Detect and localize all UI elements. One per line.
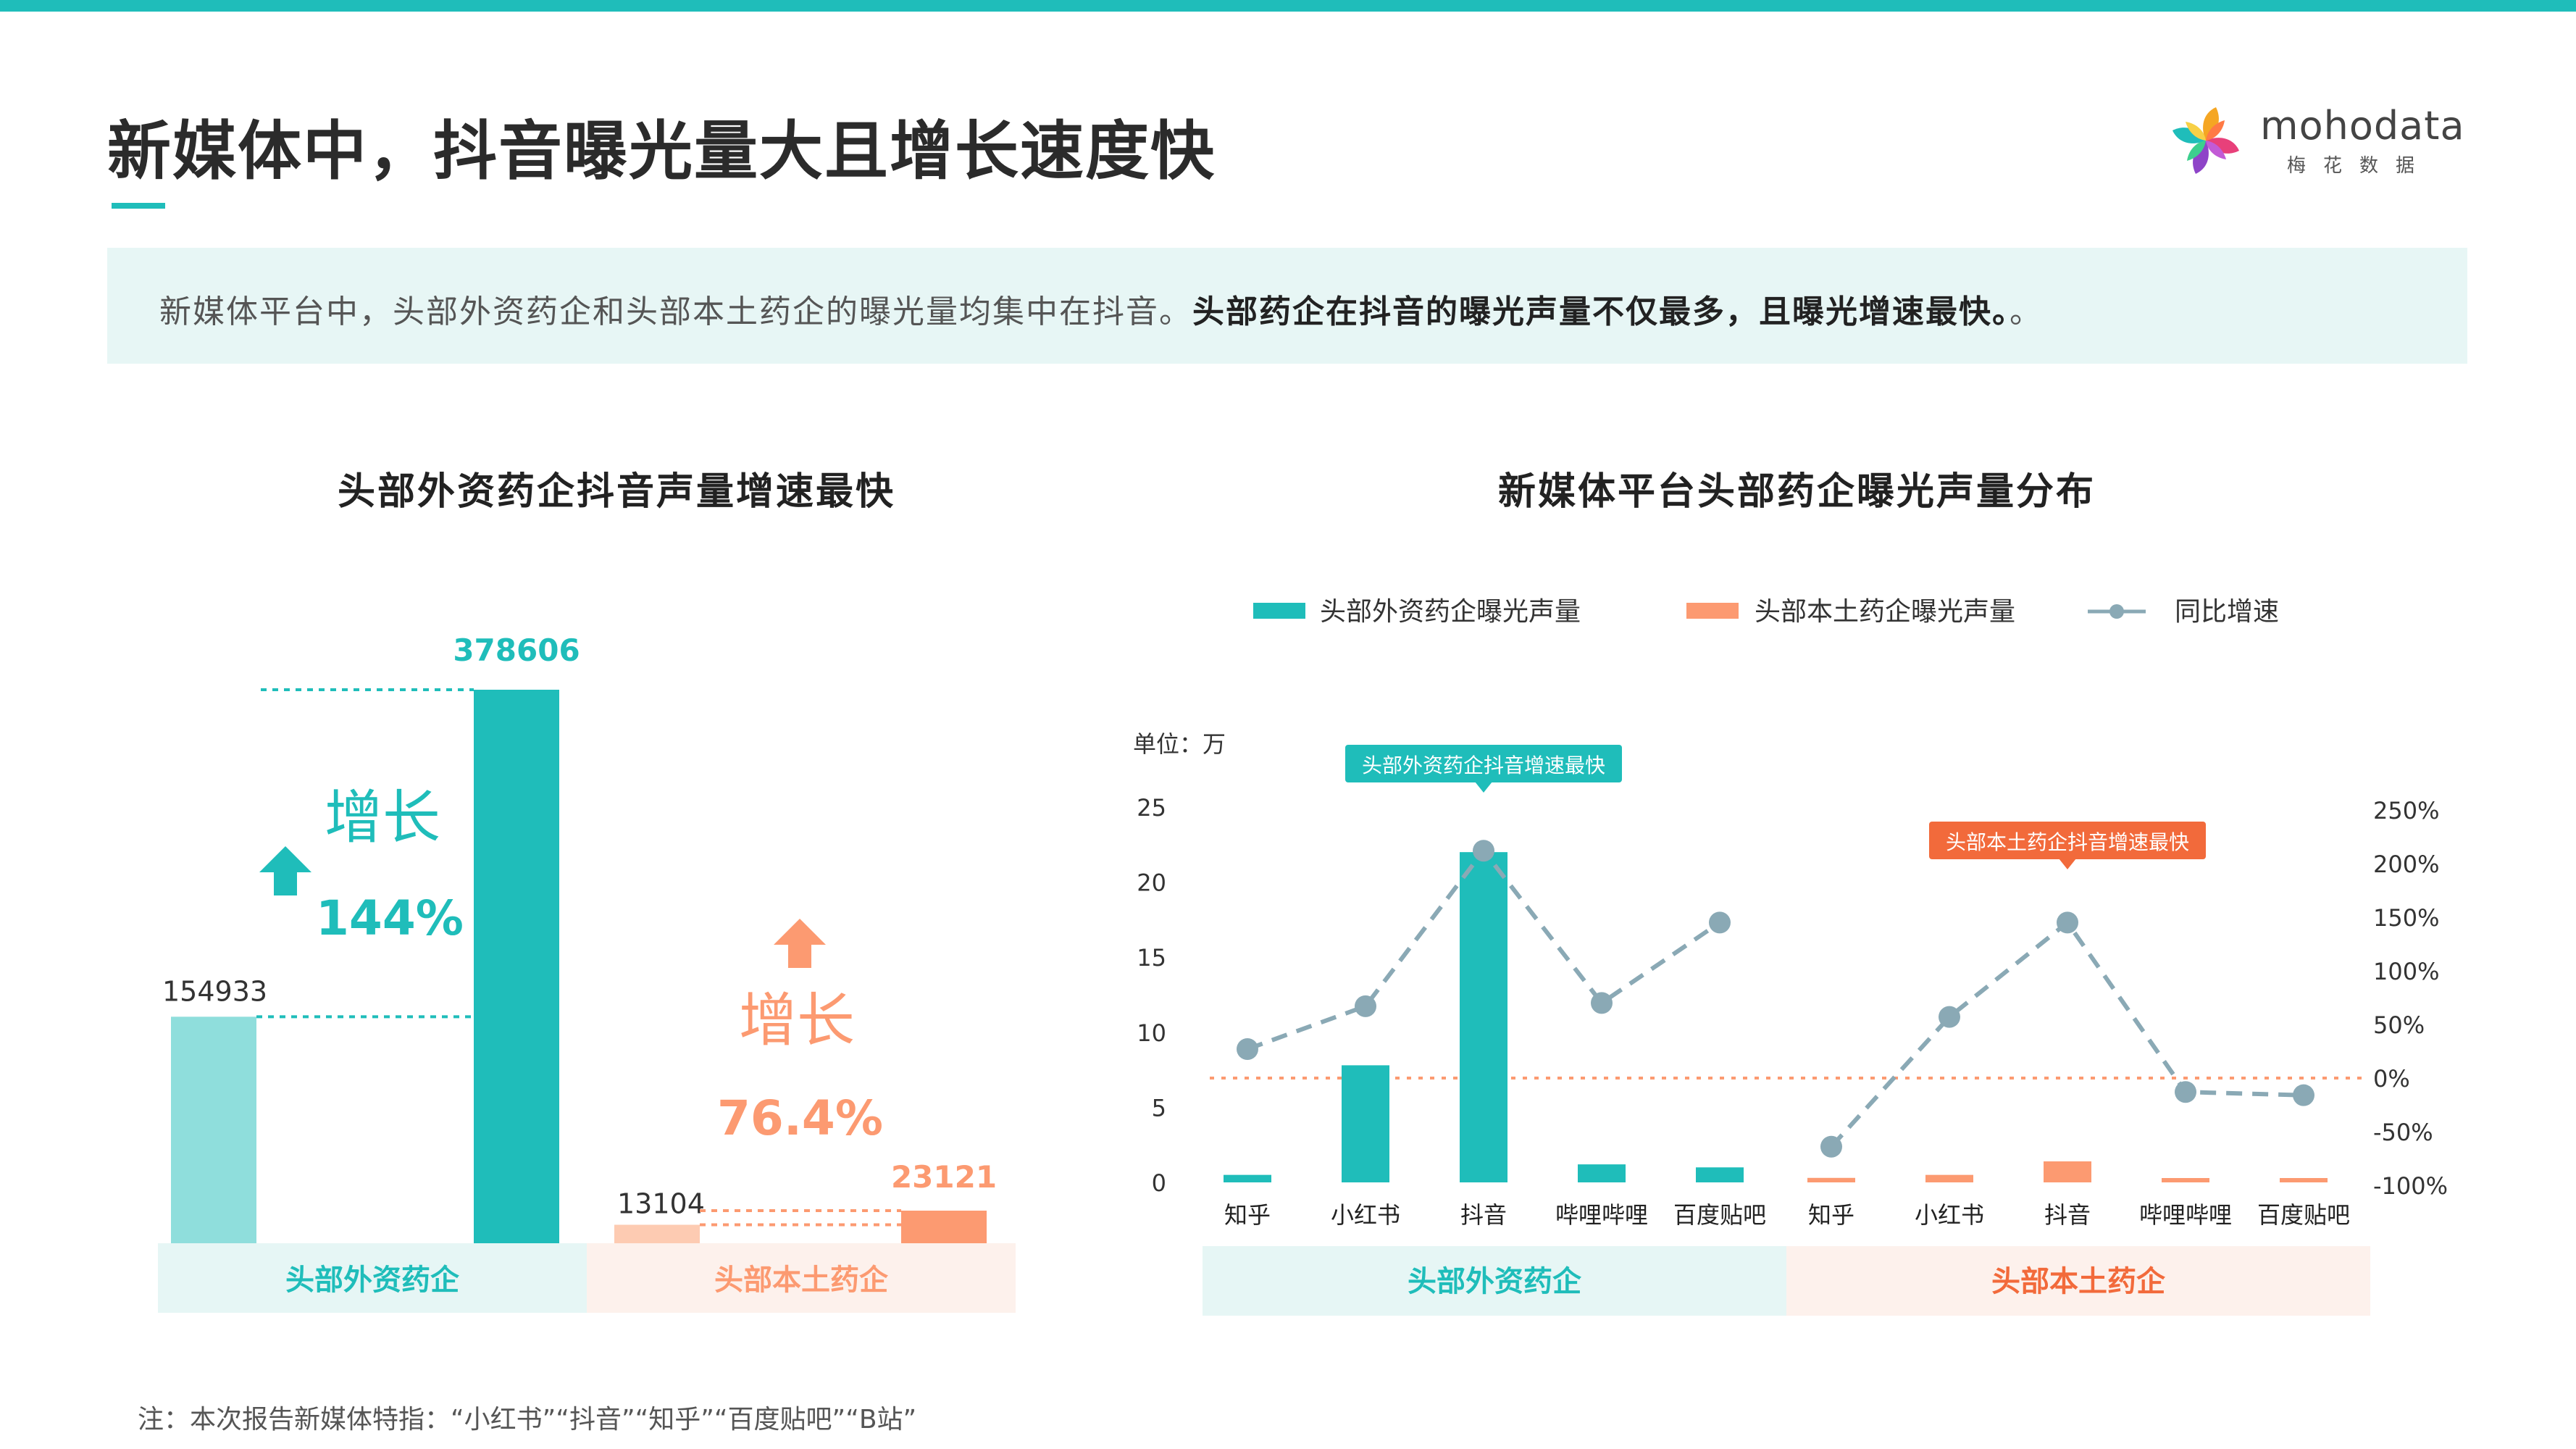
growth-arrow-up-icon (774, 919, 826, 968)
x-tick-label: 哔哩哔哩 (2139, 1201, 2232, 1229)
growth-label-foreign: 增长 (325, 784, 440, 851)
bar-local-3 (2162, 1178, 2209, 1182)
bar-local-2020 (901, 1211, 987, 1243)
growth-value-foreign: 144% (316, 890, 464, 946)
logo-subtitle: 梅花数据 (2287, 155, 2433, 177)
x-tick-label: 小红书 (1331, 1201, 1400, 1229)
callout-text-foreign: 头部外资药企抖音增速最快 (1362, 753, 1605, 777)
growth-point-foreign (1709, 911, 1731, 934)
y-left-tick-label: 25 (1137, 794, 1166, 822)
summary-bold-text: 头部药企在抖音的曝光声量不仅最多，且曝光增速最快。 (1192, 293, 2010, 330)
growth-point-local (2175, 1081, 2196, 1103)
y-left-tick-label: 10 (1137, 1019, 1166, 1047)
callout-box-foreign (1345, 745, 1622, 782)
x-tick-label: 哔哩哔哩 (1555, 1201, 1648, 1229)
y-left-tick-label: 5 (1152, 1094, 1166, 1122)
value-label-foreign-2020: 378606 (453, 632, 580, 668)
y-right-tick-label: 150% (2373, 904, 2439, 932)
bar-foreign-2019 (171, 1016, 256, 1243)
x-tick-label: 抖音 (2044, 1201, 2091, 1229)
unit-label: 单位：万 (1133, 730, 1226, 758)
growth-label-local: 增长 (739, 987, 855, 1054)
growth-point-foreign (1355, 995, 1376, 1017)
value-label-local-2019: 13104 (617, 1187, 705, 1219)
legend-label-local: 头部本土药企曝光声量 (1755, 597, 2015, 627)
bar-foreign-4 (1696, 1167, 1744, 1182)
x-tick-label: 知乎 (1224, 1201, 1271, 1229)
callout-box-local (1929, 822, 2206, 859)
y-left-tick-label: 20 (1137, 869, 1166, 897)
legend-swatch-local (1686, 603, 1739, 619)
bar-foreign-3 (1578, 1164, 1626, 1182)
brand-logo: mohodata 梅花数据 (2162, 96, 2467, 183)
group-band-foreign (1203, 1246, 1786, 1316)
growth-value-local: 76.4% (717, 1090, 883, 1146)
bar-local-1 (1925, 1174, 1973, 1182)
page-title: 新媒体中，抖音曝光量大且增长速度快 (107, 114, 1216, 188)
title-underline (112, 203, 165, 209)
y-right-tick-label: 100% (2373, 958, 2439, 985)
summary-text: 新媒体平台中，头部外资药企和头部本土药企的曝光量均集中在抖音。头部药企在抖音的曝… (159, 293, 2043, 330)
y-right-tick-label: -50% (2373, 1119, 2433, 1146)
bar-foreign-0 (1224, 1174, 1271, 1182)
bar-local-2 (2044, 1161, 2091, 1182)
top-accent-bar (0, 0, 2576, 12)
y-left-tick-label: 15 (1137, 944, 1166, 972)
legend-label-growth: 同比增速 (2175, 597, 2279, 627)
summary-box: 新媒体平台中，头部外资药企和头部本土药企的曝光量均集中在抖音。头部药企在抖音的曝… (107, 248, 2467, 364)
x-tick-label: 抖音 (1460, 1201, 1507, 1229)
growth-point-local (2057, 911, 2078, 934)
callout-pointer-local (2059, 859, 2076, 869)
growth-line-local (1829, 919, 2304, 1148)
value-label-foreign-2019: 154933 (162, 975, 267, 1007)
value-label-local-2020: 23121 (891, 1159, 997, 1195)
x-tick-label: 百度贴吧 (2257, 1201, 2350, 1229)
y-left-tick-label: 0 (1152, 1169, 1166, 1197)
group-band-foreign (158, 1243, 587, 1313)
y-right-tick-label: 250% (2373, 797, 2439, 824)
group-label-foreign: 头部外资药企 (1408, 1265, 1582, 1298)
group-label-local: 头部本土药企 (714, 1264, 889, 1297)
growth-point-foreign (1237, 1038, 1258, 1061)
y-right-tick-label: 200% (2373, 851, 2439, 878)
bar-foreign-1 (1342, 1065, 1389, 1182)
logo-wordmark: mohodata (2260, 103, 2465, 149)
callout-pointer-foreign (1475, 782, 1492, 793)
legend-marker-growth (2109, 604, 2124, 619)
bar-foreign-2 (1460, 852, 1507, 1182)
group-label-local: 头部本土药企 (1991, 1265, 2166, 1298)
y-right-tick-label: 50% (2373, 1011, 2425, 1039)
x-tick-label: 百度贴吧 (1673, 1201, 1766, 1229)
left-bar-chart: 头部外资药企 头部本土药企 154933 378606 增长 144% 13104 23121… (158, 632, 1016, 1313)
growth-point-foreign (1591, 992, 1613, 1014)
y-right-tick-label: -100% (2373, 1172, 2448, 1200)
y-right-tick-label: 0% (2373, 1065, 2410, 1093)
x-tick-label: 知乎 (1808, 1201, 1854, 1229)
growth-arrow-up-icon (259, 846, 311, 895)
legend-label-foreign: 头部外资药企曝光声量 (1320, 597, 1581, 627)
pinwheel-logo-icon (2173, 107, 2239, 174)
growth-point-local (2293, 1084, 2314, 1106)
left-chart-title: 头部外资药企抖音声量增速最快 (338, 470, 896, 514)
growth-point-foreign (1473, 840, 1494, 862)
group-label-foreign: 头部外资药企 (285, 1264, 460, 1297)
legend-swatch-foreign (1253, 603, 1305, 619)
bar-local-0 (1807, 1177, 1855, 1182)
right-chart-title: 新媒体平台头部药企曝光声量分布 (1498, 470, 2096, 514)
callout-text-local: 头部本土药企抖音增速最快 (1946, 830, 2189, 854)
bar-local-2019 (614, 1224, 700, 1243)
summary-normal-text: 新媒体平台中，头部外资药企和头部本土药企的曝光量均集中在抖音。 (159, 293, 1192, 330)
bar-local-4 (2280, 1178, 2328, 1182)
growth-point-local (1939, 1006, 1960, 1028)
growth-point-local (1820, 1135, 1842, 1158)
bar-foreign-2020 (474, 690, 559, 1243)
group-band-local (587, 1243, 1016, 1313)
group-band-local (1786, 1246, 2370, 1316)
footnote: 注：本次报告新媒体特指：“小红书”“抖音”“知乎”“百度贴吧”“B站” (138, 1405, 917, 1435)
x-tick-label: 小红书 (1915, 1201, 1984, 1229)
